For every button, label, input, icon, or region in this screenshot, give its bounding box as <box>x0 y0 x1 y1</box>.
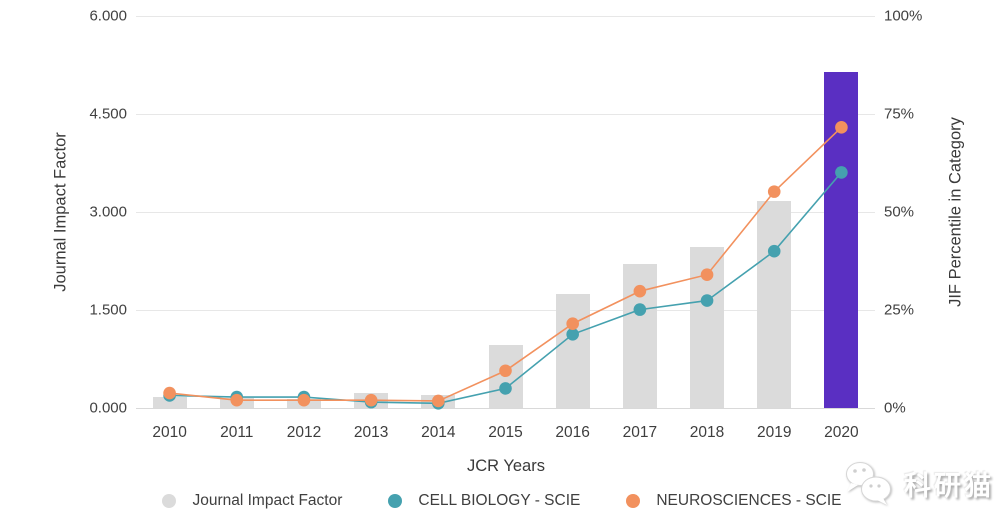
left-axis-tick: 0.000 <box>89 399 127 417</box>
cell-biology-scie-point-2018[interactable] <box>700 294 714 307</box>
x-tick-2012: 2012 <box>286 424 322 441</box>
legend-item-journal-impact-factor[interactable]: Journal Impact Factor <box>162 492 342 510</box>
right-axis-tick: 75% <box>884 105 915 123</box>
gridline <box>136 114 875 115</box>
right-axis-tick: 25% <box>884 301 915 319</box>
neurosciences-scie-point-2011[interactable] <box>230 393 244 407</box>
gridline <box>136 310 875 311</box>
neurosciences-scie-point-2019[interactable] <box>767 185 781 198</box>
gridline <box>136 408 875 409</box>
neurosciences-scie-point-2015[interactable] <box>499 364 512 378</box>
x-tick-2020: 2020 <box>824 424 859 441</box>
cell-biology-scie-point-2019[interactable] <box>767 244 781 258</box>
legend-dot-cell-biology-scie <box>388 494 403 508</box>
left-axis-tick: 6.000 <box>89 7 127 25</box>
legend-label: CELL BIOLOGY - SCIE <box>418 492 581 509</box>
cell-biology-scie-point-2020[interactable] <box>835 166 848 179</box>
cell-biology-scie-point-2015[interactable] <box>499 382 512 395</box>
bar-2010[interactable] <box>152 396 187 408</box>
x-tick-2019: 2019 <box>756 424 792 441</box>
neurosciences-scie-point-2018[interactable] <box>700 268 714 282</box>
right-axis-tick: 100% <box>884 7 923 25</box>
x-tick-2016: 2016 <box>555 424 590 441</box>
cell-biology-scie-point-2016[interactable] <box>566 328 579 341</box>
legend-label: NEUROSCIENCES - SCIE <box>656 492 842 509</box>
neurosciences-scie-point-2016[interactable] <box>566 317 579 331</box>
x-tick-2015: 2015 <box>488 424 523 441</box>
x-tick-2017: 2017 <box>622 424 658 441</box>
legend-item-cell-biology-scie[interactable]: CELL BIOLOGY - SCIE <box>388 492 580 510</box>
neurosciences-scie-point-2014[interactable] <box>432 394 445 408</box>
neurosciences-scie-line <box>169 126 842 402</box>
bar-2019[interactable] <box>757 200 792 408</box>
right-axis-tick: 0% <box>884 399 906 417</box>
x-tick-2014: 2014 <box>421 424 456 441</box>
x-axis-title: JCR Years <box>467 457 545 475</box>
legend-item-neurosciences-scie[interactable]: NEUROSCIENCES - SCIE <box>626 492 842 510</box>
x-tick-2010: 2010 <box>152 424 187 441</box>
gridline <box>136 16 875 17</box>
neurosciences-scie-point-2017[interactable] <box>633 284 647 298</box>
neurosciences-scie-point-2010[interactable] <box>163 386 176 400</box>
left-axis-tick: 1.500 <box>89 301 127 319</box>
x-tick-2011: 2011 <box>220 424 254 441</box>
x-tick-2018: 2018 <box>689 424 725 441</box>
x-tick-2013: 2013 <box>353 424 389 441</box>
neurosciences-scie-point-2013[interactable] <box>364 393 378 407</box>
left-axis-tick: 4.500 <box>89 105 127 123</box>
legend-dot-journal-impact-factor <box>162 494 177 508</box>
gridline <box>136 212 875 213</box>
legend: Journal Impact Factor CELL BIOLOGY - SCIE… <box>0 492 1004 510</box>
neurosciences-scie-point-2020[interactable] <box>835 121 848 134</box>
neurosciences-scie-point-2012[interactable] <box>297 393 311 407</box>
bar-2016[interactable] <box>555 293 590 408</box>
line-series-layer <box>163 121 848 410</box>
cell-biology-scie-point-2017[interactable] <box>633 303 647 316</box>
right-axis-tick: 50% <box>884 203 915 221</box>
legend-label: Journal Impact Factor <box>192 492 343 509</box>
legend-dot-neurosciences-scie <box>626 494 641 508</box>
left-axis-tick: 3.000 <box>89 203 127 221</box>
